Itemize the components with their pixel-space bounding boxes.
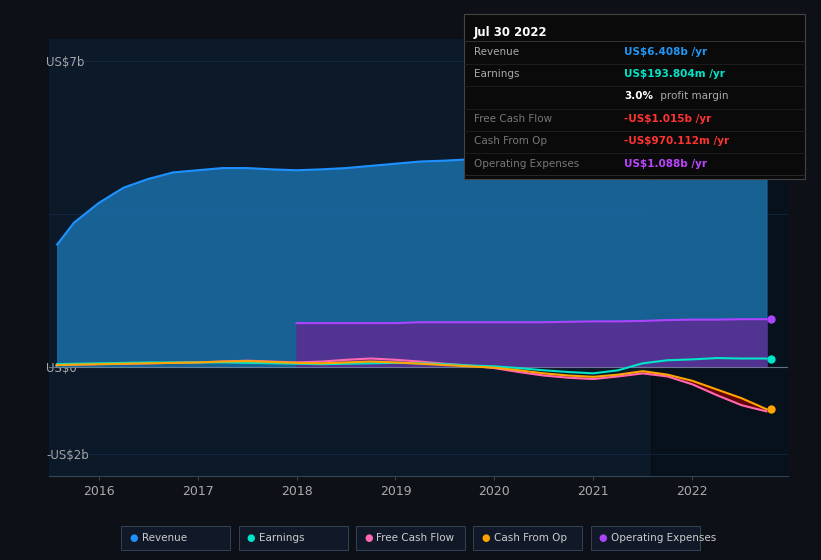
- Text: Revenue: Revenue: [474, 46, 519, 57]
- Text: ●: ●: [365, 533, 373, 543]
- Text: 3.0%: 3.0%: [624, 91, 653, 101]
- Text: ●: ●: [246, 533, 255, 543]
- Text: Free Cash Flow: Free Cash Flow: [474, 114, 552, 124]
- Text: ●: ●: [481, 533, 490, 543]
- Text: US$1.088b /yr: US$1.088b /yr: [624, 158, 707, 169]
- Text: profit margin: profit margin: [657, 91, 728, 101]
- Text: ●: ●: [130, 533, 138, 543]
- Text: Cash From Op: Cash From Op: [474, 136, 547, 146]
- Text: -US$970.112m /yr: -US$970.112m /yr: [624, 136, 729, 146]
- Text: Revenue: Revenue: [141, 533, 186, 543]
- Text: Earnings: Earnings: [259, 533, 305, 543]
- Text: Free Cash Flow: Free Cash Flow: [376, 533, 455, 543]
- Text: Operating Expenses: Operating Expenses: [474, 158, 579, 169]
- Bar: [651, 39, 821, 476]
- Text: ●: ●: [599, 533, 608, 543]
- Text: US$6.408b /yr: US$6.408b /yr: [624, 46, 707, 57]
- Text: US$193.804m /yr: US$193.804m /yr: [624, 69, 725, 79]
- Text: Jul 30 2022: Jul 30 2022: [474, 26, 548, 39]
- Text: Cash From Op: Cash From Op: [494, 533, 566, 543]
- Text: -US$1.015b /yr: -US$1.015b /yr: [624, 114, 711, 124]
- Text: Operating Expenses: Operating Expenses: [612, 533, 717, 543]
- Text: Earnings: Earnings: [474, 69, 519, 79]
